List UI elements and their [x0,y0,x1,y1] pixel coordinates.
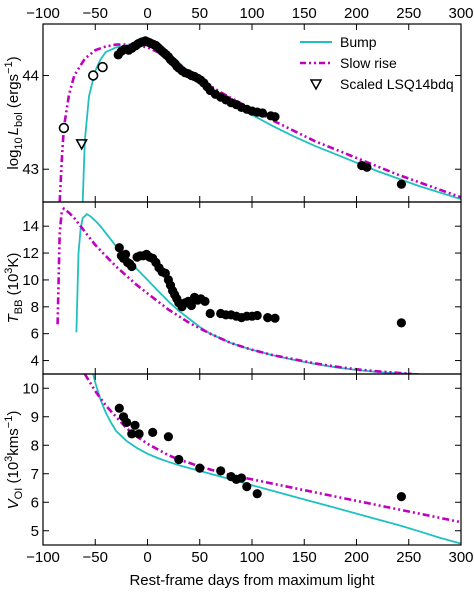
data-point [270,112,280,122]
data-point [130,420,140,430]
luminosity-curves [58,43,461,202]
x-tick-label-top: 200 [344,5,369,22]
data-point [186,300,196,311]
temperature-frame [42,201,462,375]
y-tick-label: 7 [31,466,39,483]
data-point [242,482,252,492]
y-tick-label: 4 [31,353,39,370]
luminosity-ticks: 43 44 −100 −50 0 50 100 150 200 250 300 [22,5,474,202]
temperature-curves [56,206,420,374]
bump-curve [92,374,461,545]
x-axis-title: Rest-frame days from maximum light [129,572,375,589]
data-point [396,492,406,502]
y-tick-label: 6 [31,326,39,343]
legend-bump-label: Bump [340,34,377,50]
velocity-points [114,403,406,502]
slow-rise-curve [83,374,461,524]
data-point [252,489,262,499]
data-point [195,463,205,473]
y-tick-label: 9 [31,409,39,426]
data-point [257,108,268,118]
x-tick-label: −100 [26,549,60,566]
x-tick-label: 0 [143,549,151,566]
data-point [127,261,137,272]
data-point [121,249,131,259]
temperature-ticks: 4 6 8 10 12 14 [22,202,462,374]
open-data-point [87,70,99,81]
x-tick-label-top: 0 [143,5,151,22]
y-tick-label: 8 [31,299,39,316]
x-tick-label: 250 [396,549,421,566]
data-point [114,243,124,253]
x-tick-label: 300 [448,549,473,566]
x-tick-label-top: 50 [191,5,208,22]
data-point [200,296,210,306]
data-point [236,473,247,483]
data-point [114,403,124,413]
legend-slow-rise-label: Slow rise [340,55,397,71]
temperature-ylabel: TBB (103K) [3,253,25,324]
velocity-ylabel: VOI (103kms−1) [3,411,25,510]
luminosity-points [58,36,406,189]
x-tick-label: −50 [83,549,108,566]
data-point [270,313,280,323]
bump-curve [81,43,461,202]
data-point [122,417,132,427]
legend-lsq14bdq-label: Scaled LSQ14bdq [340,76,454,92]
legend: Bump Slow rise Scaled LSQ14bdq [300,34,454,92]
temperature-points [114,243,406,328]
x-tick-label-top: −100 [26,5,60,22]
luminosity-ylabel: log10Lbol (ergs−1) [3,56,25,169]
data-point [396,179,406,189]
data-point [134,429,144,439]
y-tick-label: 44 [22,68,39,85]
legend-triangle-marker [309,79,323,91]
y-tick-label: 6 [31,494,39,511]
x-tick-label: 150 [292,549,317,566]
y-tick-label: 12 [22,245,39,262]
velocity-frame [42,373,462,546]
y-tick-label: 8 [31,437,39,454]
data-point [163,432,173,442]
data-point [362,162,372,172]
x-tick-label: 100 [239,549,264,566]
x-tick-label: 50 [191,549,208,566]
x-tick-label: 200 [344,549,369,566]
slow-rise-curve [56,206,415,374]
x-tick-label-top: 100 [239,5,264,22]
data-point [127,429,137,439]
luminosity-panel: 43 44 −100 −50 0 50 100 150 200 250 300 log10Lbol … [3,5,474,203]
data-point [263,313,273,323]
lsq14bdq-marker [75,139,88,151]
velocity-ticks: 5 6 7 8 9 10 −100 −50 0 50 100 150 200 250 300 [22,374,474,566]
data-point [216,466,226,476]
y-tick-label: 10 [22,272,39,289]
open-data-point [58,122,70,134]
x-tick-label-top: 150 [292,5,317,22]
data-point [205,308,215,319]
velocity-curves [83,374,461,545]
data-point [148,427,158,437]
x-tick-label-top: 250 [396,5,421,22]
velocity-panel: 5 6 7 8 9 10 −100 −50 0 50 100 150 200 250 300 VOI (10… [3,373,474,589]
open-data-point [97,61,108,73]
bump-curve [75,212,420,374]
y-tick-label: 5 [31,523,39,540]
data-point [252,310,262,321]
y-tick-label: 10 [22,380,39,397]
y-tick-label: 14 [22,218,39,235]
data-point [174,454,184,465]
x-tick-label-top: −50 [83,5,108,22]
temperature-panel: 4 6 8 10 12 14 TBB (103K) [3,201,462,375]
y-tick-label: 43 [22,161,39,178]
slow-rise-curve [58,43,461,202]
x-tick-label-top: 300 [448,5,473,22]
data-point [396,318,406,328]
